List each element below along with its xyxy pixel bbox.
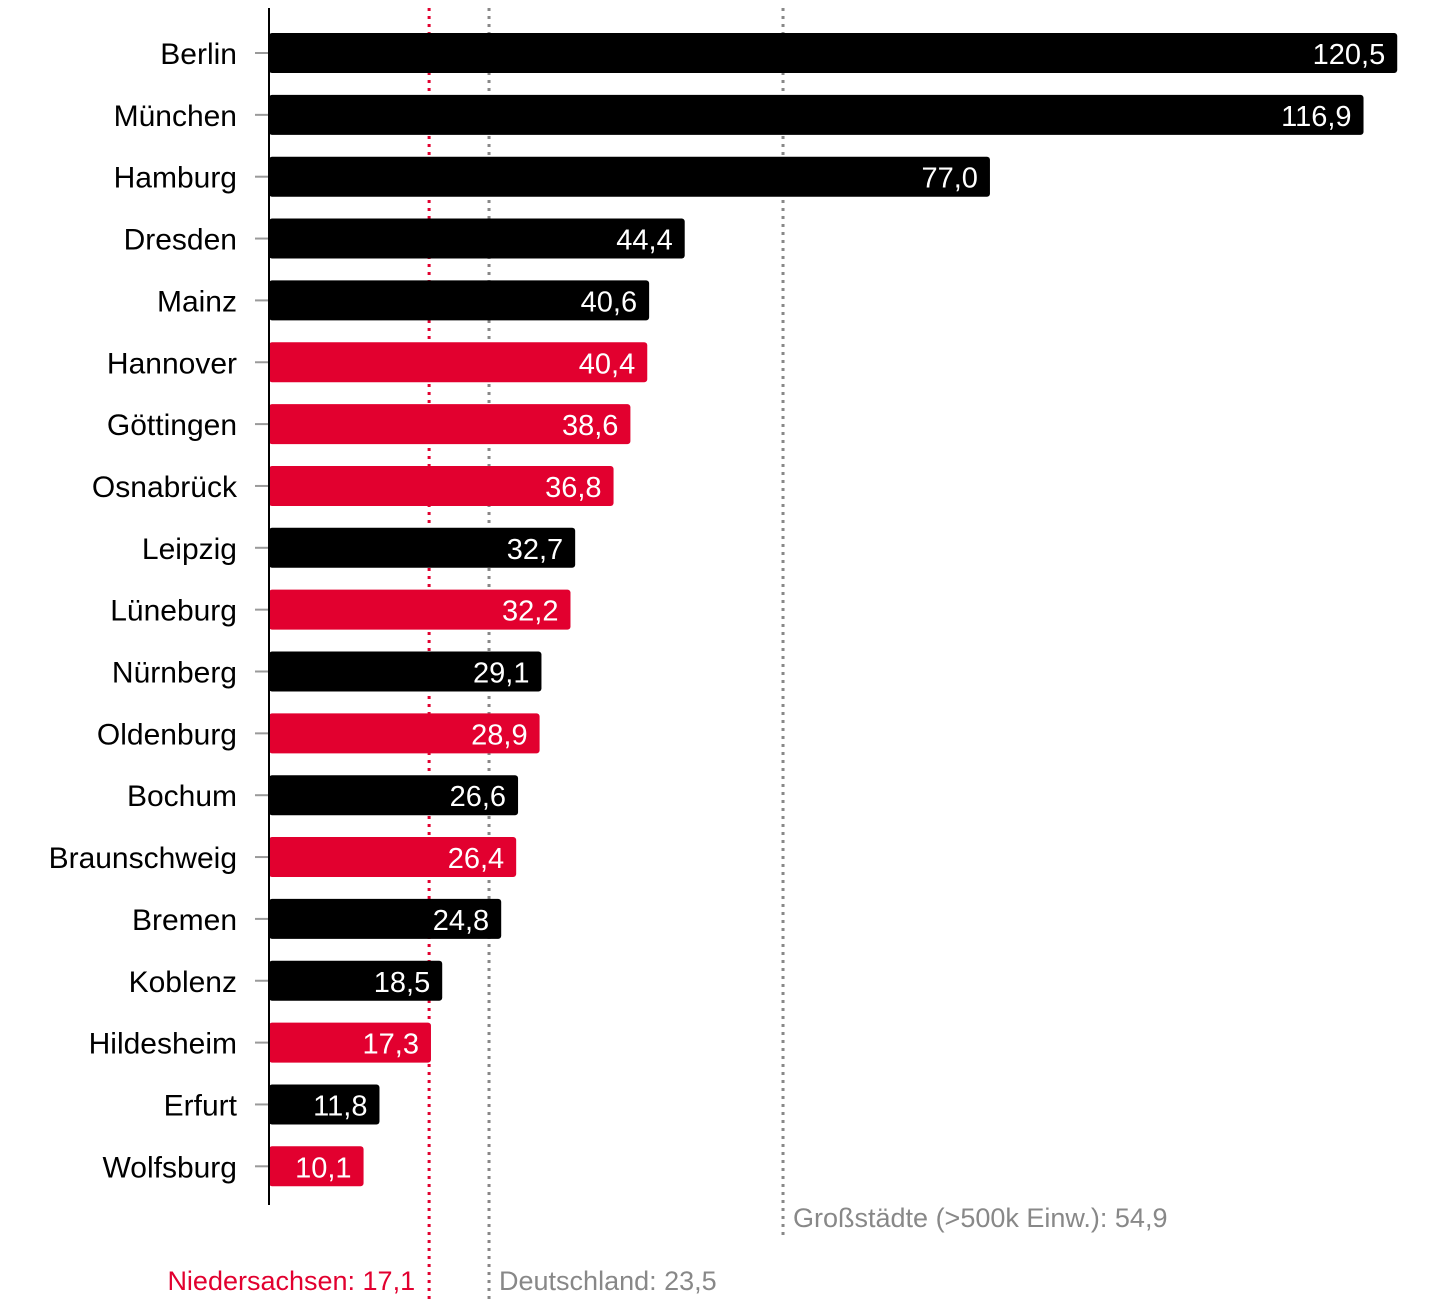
value-label: 77,0: [921, 163, 977, 195]
value-label: 44,4: [616, 225, 672, 257]
category-label: Leipzig: [142, 533, 237, 566]
bar: [269, 1084, 380, 1125]
bar: [269, 527, 576, 568]
reference-lines: [427, 8, 785, 1300]
value-label: 116,9: [1281, 101, 1351, 133]
category-labels: Berlin München Hamburg Dresden Mainz Hannover…: [49, 38, 268, 1184]
bar: [269, 837, 517, 878]
category-label: Oldenburg: [97, 718, 237, 751]
category-label: Nürnberg: [112, 657, 237, 690]
category-label: Koblenz: [129, 966, 237, 999]
category-label: Wolfsburg: [102, 1151, 237, 1184]
value-label: 40,6: [581, 286, 637, 318]
value-label: 28,9: [471, 719, 527, 751]
category-label: Berlin: [160, 38, 237, 71]
value-label: 17,3: [363, 1029, 419, 1061]
value-label: 11,8: [313, 1090, 367, 1122]
bar: [269, 713, 540, 754]
bar: [269, 651, 542, 692]
bar: [269, 589, 571, 630]
value-label: 26,4: [448, 843, 504, 875]
bar: [269, 465, 614, 506]
bar: [269, 898, 502, 939]
value-label: 40,4: [579, 348, 635, 380]
bars: [269, 33, 1398, 1187]
bar: [269, 404, 631, 445]
value-label: 18,5: [374, 967, 430, 999]
value-label: 24,8: [433, 905, 489, 937]
category-label: Dresden: [124, 224, 237, 257]
category-label: Bremen: [132, 904, 237, 937]
value-label: 120,5: [1313, 39, 1386, 71]
category-label: Braunschweig: [49, 842, 237, 875]
bar: [269, 156, 990, 197]
category-label: Mainz: [157, 285, 237, 318]
category-label: München: [114, 100, 237, 133]
value-label: 32,7: [507, 534, 563, 566]
bar: [269, 280, 650, 321]
bar: [269, 94, 1364, 135]
value-labels: 120,5 116,9 77,0 44,4 40,6 40,4 38,6 36,8 32,7 32…: [295, 39, 1385, 1184]
value-label: 32,2: [502, 596, 558, 628]
bar: [269, 342, 648, 383]
bar: [269, 775, 519, 816]
reference-labels: Niedersachsen: 17,1 Deutschland: 23,5 Groß…: [167, 1203, 1167, 1296]
value-label: 38,6: [562, 410, 618, 442]
reference-label: Deutschland: 23,5: [499, 1266, 717, 1296]
category-label: Osnabrück: [92, 471, 238, 504]
bar: [269, 218, 685, 259]
category-label: Hildesheim: [89, 1028, 237, 1061]
category-label: Bochum: [127, 780, 237, 813]
category-label: Hannover: [107, 347, 237, 380]
value-label: 26,6: [450, 781, 506, 813]
reference-label: Großstädte (>500k Einw.): 54,9: [793, 1203, 1167, 1233]
value-label: 10,1: [295, 1152, 351, 1184]
category-label: Erfurt: [164, 1089, 238, 1122]
bar: [269, 33, 1398, 73]
value-label: 36,8: [545, 472, 601, 504]
bar: [269, 1146, 364, 1187]
value-label: 29,1: [473, 658, 529, 690]
category-label: Hamburg: [114, 162, 237, 195]
bar: [269, 1022, 431, 1063]
reference-label: Niedersachsen: 17,1: [167, 1266, 415, 1296]
category-label: Lüneburg: [110, 595, 237, 628]
category-label: Göttingen: [107, 409, 237, 442]
bar: [269, 960, 443, 1001]
